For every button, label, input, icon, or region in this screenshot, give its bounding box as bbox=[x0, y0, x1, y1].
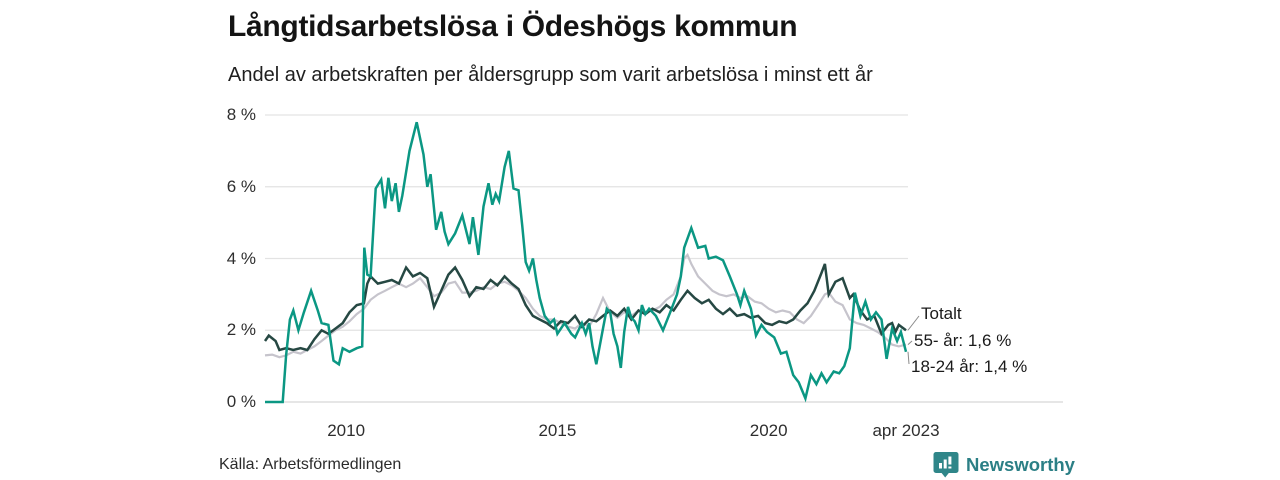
brand-lockup: Newsworthy bbox=[933, 451, 1075, 478]
annotation-connector-55--år bbox=[907, 340, 913, 345]
x-axis-label-2010: 2010 bbox=[327, 421, 366, 440]
series-end-label-55--år: 55- år: 1,6 % bbox=[914, 331, 1012, 350]
y-axis-label-6: 6 % bbox=[226, 176, 256, 196]
annotation-connector-Totalt bbox=[907, 315, 920, 331]
series-end-label-18-24-år: 18-24 år: 1,4 % bbox=[911, 357, 1028, 376]
series-line-Totalt bbox=[263, 263, 907, 352]
x-axis-label-2015: 2015 bbox=[538, 421, 577, 440]
page-subtitle: Andel av arbetskraften per åldersgrupp s… bbox=[228, 64, 873, 86]
newsworthy-logo-icon bbox=[933, 452, 959, 478]
series-end-label-Totalt: Totalt bbox=[921, 304, 962, 323]
page-title: Långtidsarbetslösa i Ödeshögs kommun bbox=[228, 10, 798, 43]
y-axis-label-4: 4 % bbox=[226, 248, 256, 268]
source-note: Källa: Arbetsförmedlingen bbox=[219, 456, 402, 473]
brand-name: Newsworthy bbox=[966, 453, 1075, 475]
x-axis-label-2020: 2020 bbox=[749, 421, 788, 440]
x-axis-label-apr-2023: apr 2023 bbox=[872, 421, 940, 440]
y-axis-label-2: 2 % bbox=[226, 320, 256, 340]
annotation-connector-18-24-år bbox=[907, 351, 910, 365]
series-line-18-24-år bbox=[265, 121, 908, 404]
y-axis-label-8: 8 % bbox=[226, 105, 256, 124]
y-axis-label-0: 0 % bbox=[226, 392, 256, 411]
